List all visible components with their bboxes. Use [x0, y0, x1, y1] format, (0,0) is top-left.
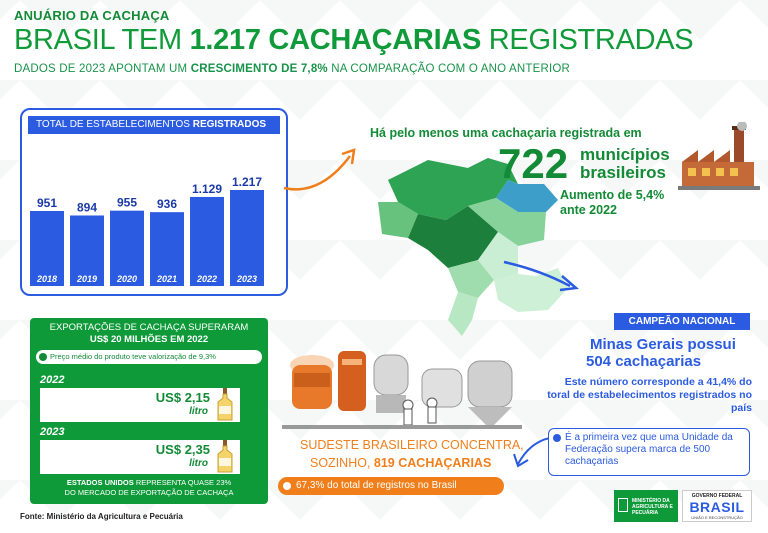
subtitle-bold: CRESCIMENTO DE 7,8% [190, 63, 328, 75]
subtitle-post: NA COMPARAÇÃO COM O ANO ANTERIOR [327, 63, 571, 75]
gov-logo-sub: UNIÃO E RECONSTRUÇÃO [691, 515, 743, 520]
export-price-box-2022: US$ 2,15 litro [40, 388, 240, 422]
sudeste-line-1: SUDESTE BRASILEIRO CONCENTRA, [300, 438, 524, 452]
exports-title: EXPORTAÇÕES DE CACHAÇA SUPERARAM US$ 20 M… [30, 322, 268, 346]
export-price-2023: US$ 2,35 [155, 442, 210, 457]
bullet-icon [39, 353, 47, 361]
chart-title-pre: TOTAL DE ESTABELECIMENTOS [36, 119, 193, 130]
brazil-map-icon [378, 158, 568, 336]
municipios-number: 722 [498, 140, 569, 187]
orange-arrow-icon [283, 148, 356, 191]
bottle-icon [217, 388, 233, 421]
x-tick-label-2023: 2023 [236, 274, 257, 284]
bar-value-label-2018: 951 [37, 196, 57, 210]
bar-value-label-2021: 936 [157, 197, 177, 211]
sudeste-line-2-pre: SOZINHO, [310, 456, 374, 470]
subtitle-pre: DADOS DE 2023 APONTAM UM [14, 63, 191, 75]
factory-icon [678, 122, 760, 190]
municipios-growth: Aumento de 5,4% ante 2022 [560, 188, 664, 218]
first-state-note: É a primeira vez que uma Unidade da Fede… [548, 428, 750, 476]
champion-line-1: Minas Gerais possui [590, 336, 736, 353]
bar-value-label-2022: 1.129 [192, 182, 222, 196]
title-pre: BRASIL TEM [14, 24, 190, 56]
foot-bold: ESTADOS UNIDOS [66, 478, 134, 487]
title-post: REGISTRADAS [481, 24, 694, 56]
export-price-2022: US$ 2,15 [155, 390, 210, 405]
chart-title: TOTAL DE ESTABELECIMENTOS REGISTRADOS [28, 116, 280, 134]
municipios-label: municípios brasileiros [580, 146, 670, 182]
bar-2020 [110, 210, 144, 286]
bar-2023 [230, 190, 264, 286]
sudeste-share-badge: 67,3% do total de registros no Brasil [278, 477, 504, 495]
sudeste-line-2: SOZINHO, 819 CACHAÇARIAS [310, 456, 491, 470]
blue-arrow-icon [503, 260, 579, 292]
champion-badge: CAMPEÃO NACIONAL [614, 313, 750, 330]
exports-title-2: US$ 20 MILHÕES EM 2022 [89, 334, 209, 345]
bullet-icon [283, 482, 291, 490]
bar-value-label-2023: 1.217 [232, 175, 262, 189]
bar-value-label-2020: 955 [117, 196, 137, 210]
gov-logo: GOVERNO FEDERAL BRASIL UNIÃO E RECONSTRU… [682, 490, 752, 522]
x-tick-label-2021: 2021 [156, 274, 177, 284]
kicker: ANUÁRIO DA CACHAÇA [14, 8, 170, 23]
municipios-intro: Há pelo menos uma cachaçaria registrada … [370, 126, 642, 140]
x-tick-label-2019: 2019 [76, 274, 97, 284]
bar-chart: 951 2018 894 2019 955 2020 936 2021 1.129 2022 1.2… [30, 175, 264, 286]
champion-description: Este número corresponde a 41,4% do toral… [547, 376, 752, 414]
growth-line-1: Aumento de 5,4% [560, 188, 665, 202]
bar-2022 [190, 196, 224, 286]
foot-line-1: REPRESENTA QUASE 23% [133, 478, 232, 487]
gov-logo-top: GOVERNO FEDERAL [691, 493, 743, 499]
export-unit-2023: litro [189, 458, 208, 469]
municipios-label-2: brasileiros [580, 163, 666, 182]
export-price-box-2023: US$ 2,35 litro [40, 440, 240, 474]
municipios-label-1: municípios [580, 145, 670, 164]
sudeste-line-2-bold: 819 CACHAÇARIAS [373, 456, 492, 470]
bullet-icon [553, 434, 561, 442]
champion-line-2: 504 cachaçarias [586, 353, 702, 370]
bar-value-label-2019: 894 [77, 200, 97, 214]
bottle-icon [217, 440, 233, 473]
export-year-2022: 2022 [40, 374, 65, 386]
gov-logo-word: BRASIL [689, 499, 745, 515]
ministry-logo: MINISTÉRIO DA AGRICULTURA E PECUÁRIA [614, 490, 678, 522]
source-note: Fonte: Ministério da Agricultura e Pecuá… [20, 512, 183, 521]
x-tick-label-2022: 2022 [196, 274, 217, 284]
page-title: BRASIL TEM 1.217 CACHAÇARIAS REGISTRADAS [14, 24, 694, 57]
price-note-text: Preço médio do produto teve valorização … [50, 352, 216, 361]
blue-arrow-icon [513, 437, 551, 468]
coat-of-arms-icon [618, 498, 628, 512]
foot-line-2: DO MERCADO DE EXPORTAÇÃO DE CACHAÇA [64, 488, 234, 497]
ministry-logo-text: MINISTÉRIO DA AGRICULTURA E PECUÁRIA [632, 498, 673, 516]
subtitle: DADOS DE 2023 APONTAM UM CRESCIMENTO DE … [14, 63, 570, 75]
bar-2018 [30, 210, 64, 286]
exports-title-1: EXPORTAÇÕES DE CACHAÇA SUPERARAM [49, 322, 249, 333]
title-bold: 1.217 CACHAÇARIAS [189, 24, 482, 56]
chart-title-bold: REGISTRADOS [192, 119, 267, 130]
price-note: Preço médio do produto teve valorização … [36, 350, 262, 364]
bar-2019 [70, 215, 104, 286]
export-year-2023: 2023 [40, 426, 65, 438]
x-tick-label-2018: 2018 [36, 274, 57, 284]
sudeste-share-text: 67,3% do total de registros no Brasil [296, 480, 457, 491]
first-state-text: É a primeira vez que uma Unidade da Fede… [565, 432, 733, 467]
x-tick-label-2020: 2020 [116, 274, 137, 284]
distillery-icon [282, 351, 522, 429]
bar-2021 [150, 212, 184, 286]
exports-footnote: ESTADOS UNIDOS REPRESENTA QUASE 23% DO ME… [30, 478, 268, 498]
growth-line-2: ante 2022 [560, 203, 617, 217]
export-unit-2022: litro [189, 406, 208, 417]
